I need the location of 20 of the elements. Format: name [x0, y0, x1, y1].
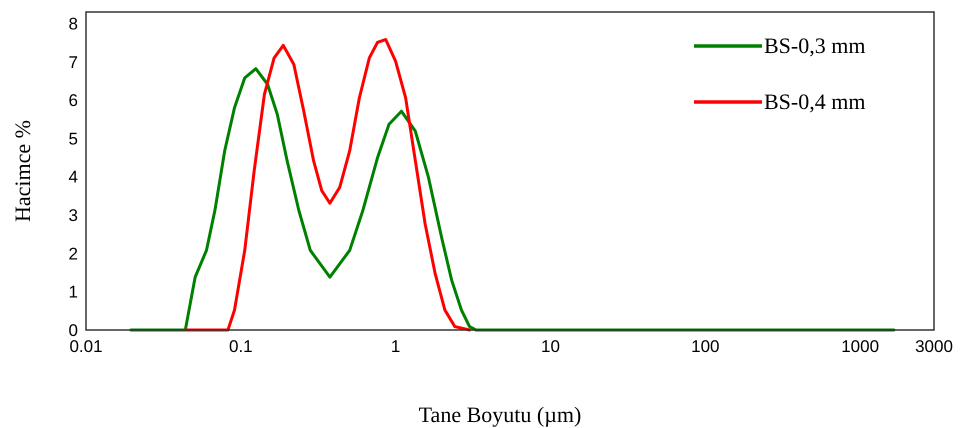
y-tick-label: 6	[68, 91, 78, 110]
x-tick-label: 3000	[915, 337, 953, 356]
y-tick-label: 4	[68, 168, 78, 187]
y-tick-label: 8	[68, 14, 78, 34]
x-tick-label: 10	[541, 337, 560, 356]
y-tick-label: 2	[68, 244, 78, 264]
legend-label: BS-0,3 mm	[764, 33, 866, 58]
x-tick-label: 0.1	[229, 337, 253, 356]
y-tick-label: 7	[68, 52, 78, 72]
x-tick-label: 100	[691, 337, 720, 356]
x-axis-title: Tane Boyutu (µm)	[418, 402, 582, 427]
legend-label: BS-0,4 mm	[764, 89, 866, 114]
x-tick-label: 1000	[841, 337, 880, 356]
y-tick-label: 1	[68, 282, 78, 302]
y-axis-title: Hacimce %	[10, 120, 35, 222]
x-tick-label: 0.01	[69, 337, 103, 356]
y-tick-label: 3	[68, 206, 78, 226]
x-tick-label: 1	[390, 337, 400, 356]
y-tick-label: 0	[68, 320, 78, 340]
y-tick-label: 5	[68, 129, 78, 148]
